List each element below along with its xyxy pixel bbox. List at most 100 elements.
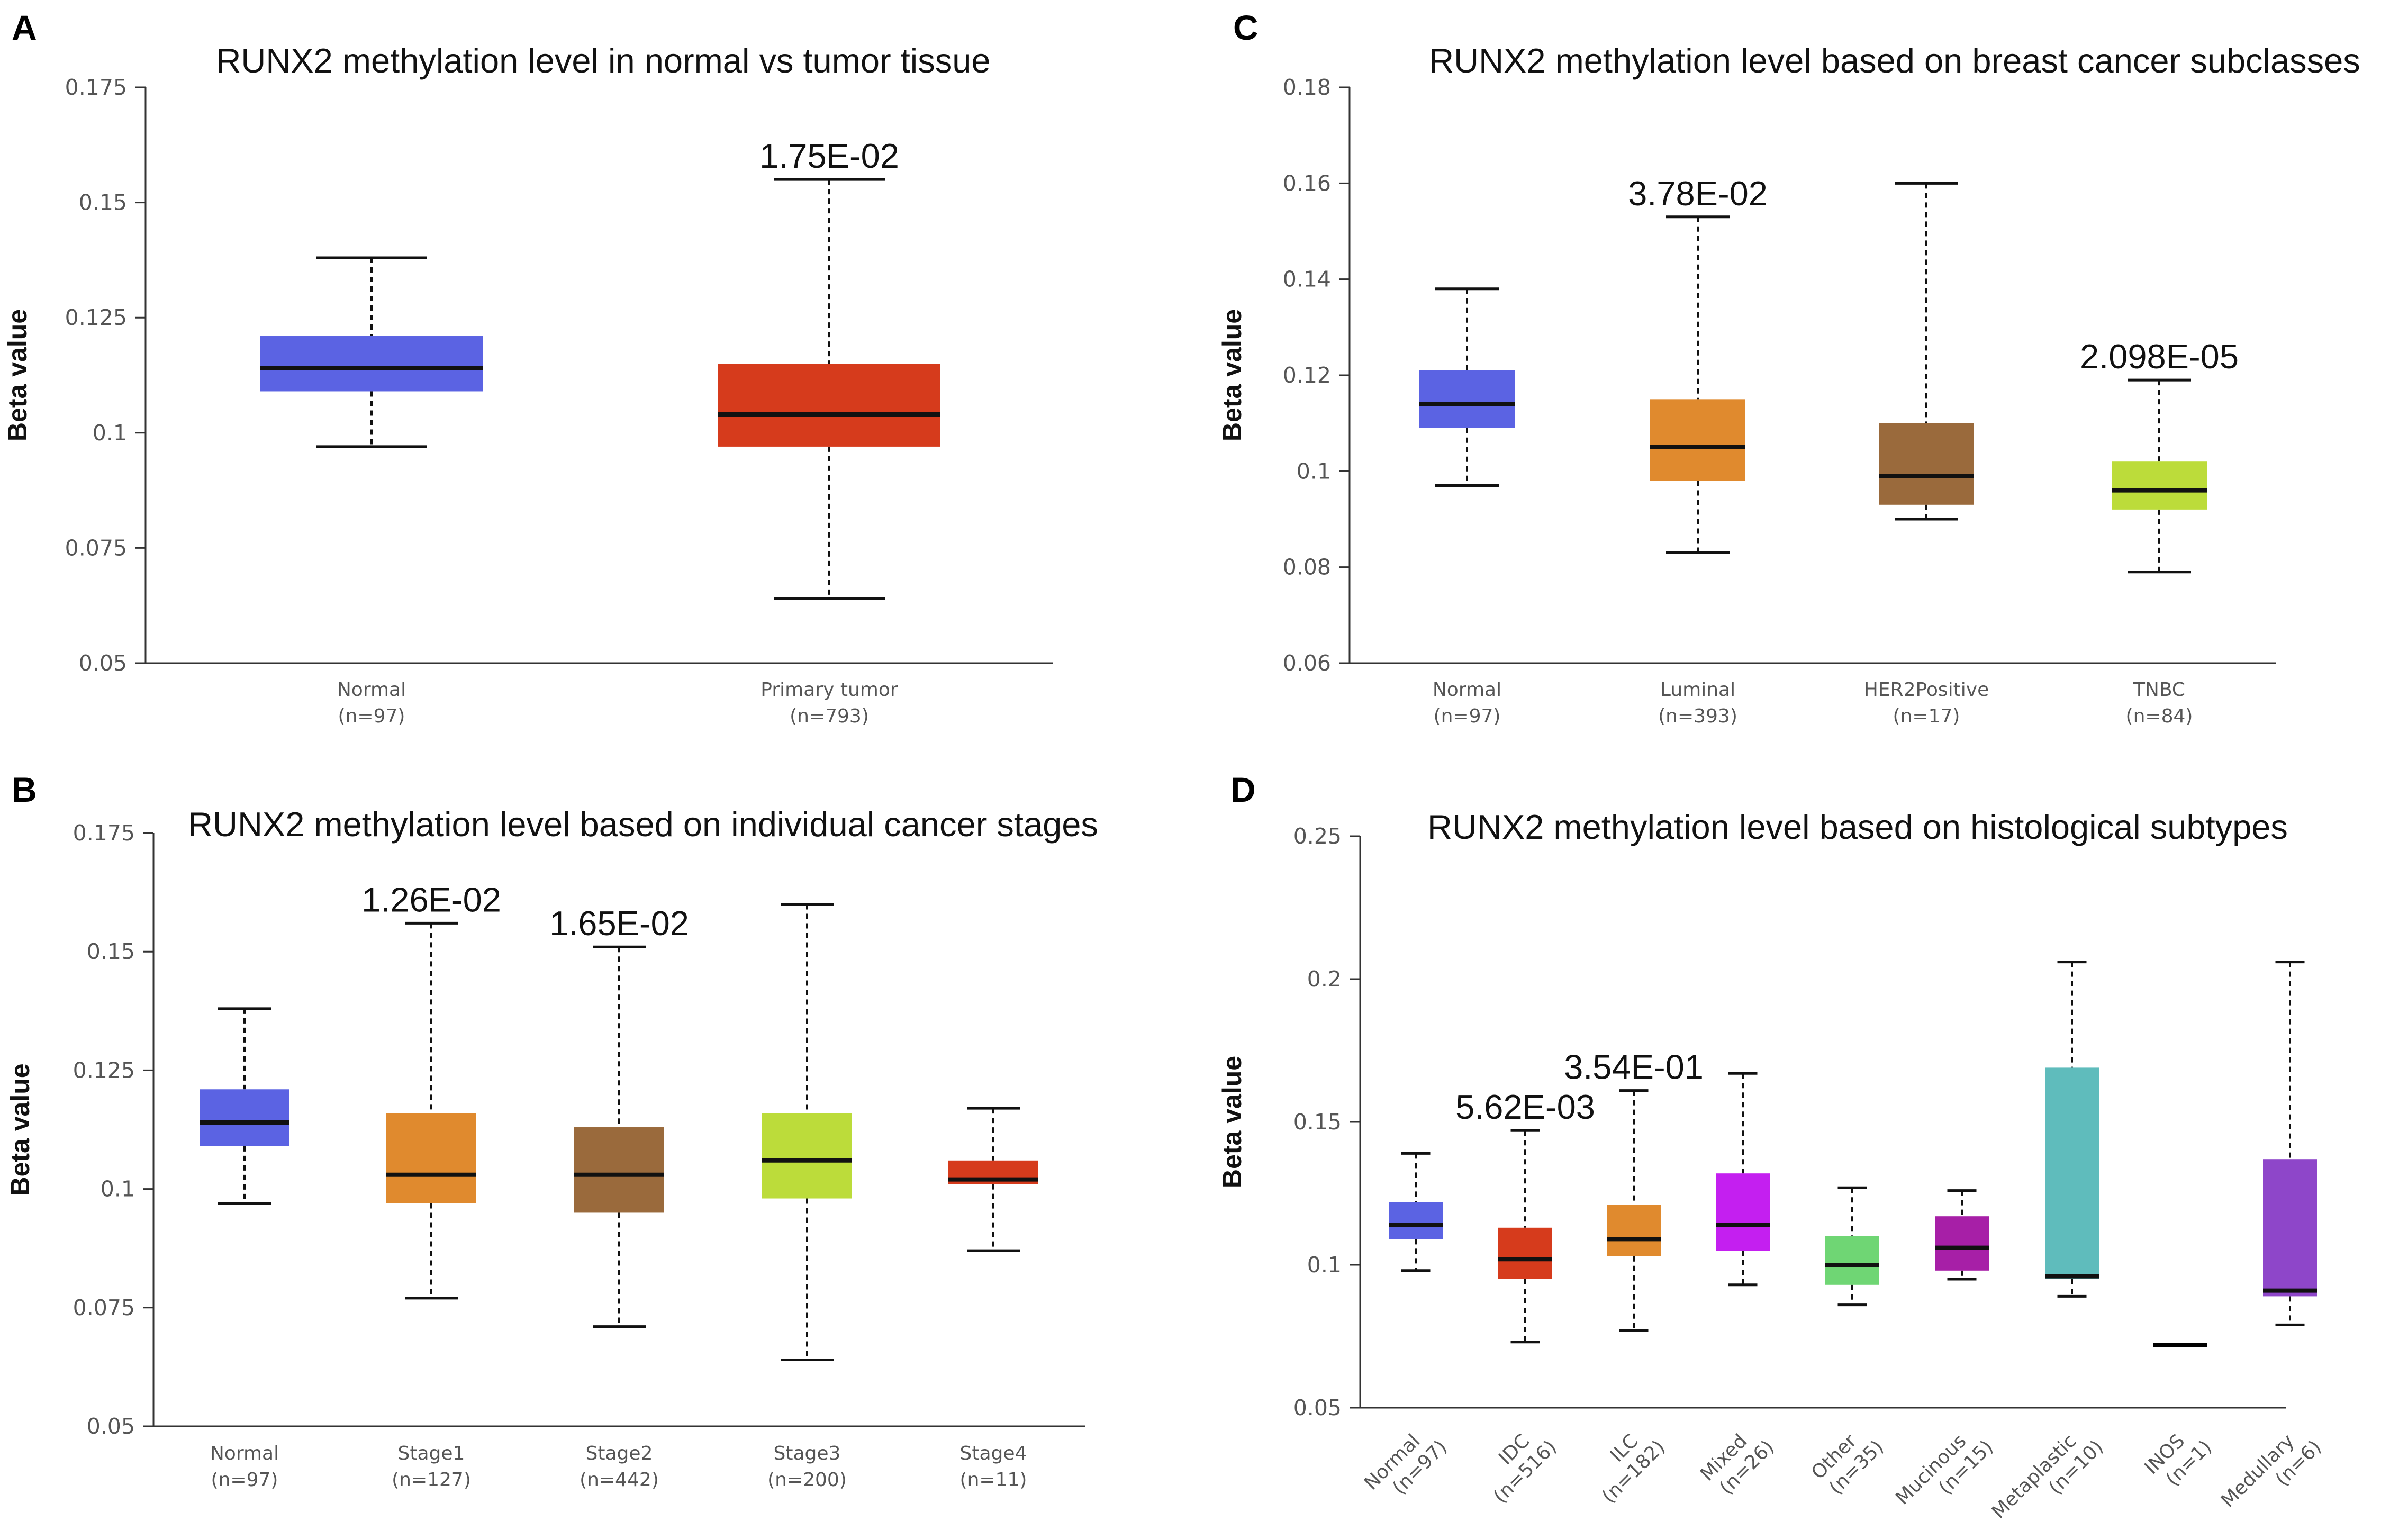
x-tick-count: (n=11) [960, 1469, 1027, 1491]
y-axis-label: Beta value [1217, 309, 1247, 441]
iqr-box [1650, 399, 1745, 481]
iqr-box [1419, 370, 1515, 428]
x-tick-label: TNBC [2133, 679, 2185, 701]
panel-b-svg: B RUNX2 methylation level based on indivi… [5, 770, 1098, 1491]
box-metaplastic [2045, 961, 2099, 1298]
x-tick-count: (n=442) [580, 1469, 659, 1491]
iqr-box [1389, 1202, 1443, 1239]
x-tick-label: Luminal [1660, 679, 1735, 701]
panel-c-chart: C RUNX2 methylation level based on breast… [1204, 0, 2408, 757]
iqr-box [386, 1113, 476, 1203]
p-value-label: 1.26E-02 [361, 880, 501, 919]
y-tick-label: 0.25 [1293, 823, 1342, 849]
p-value-label: 1.75E-02 [759, 137, 899, 175]
chart-title: RUNX2 methylation level in normal vs tum… [216, 41, 990, 80]
x-tick-group: IDC(n=516) [1489, 1430, 1561, 1507]
x-tick-label: Primary tumor [761, 679, 898, 701]
x-tick-label: HER2Positive [1864, 679, 1989, 701]
box-primary-tumor [718, 178, 940, 600]
y-tick-label: 0.125 [73, 1057, 135, 1083]
y-tick-label: 0.15 [87, 939, 135, 964]
x-tick-group: Other(n=35) [1807, 1430, 1888, 1499]
iqr-box [762, 1113, 852, 1199]
chart-title: RUNX2 methylation level based on breast … [1429, 41, 2360, 80]
box-medullary [2263, 961, 2317, 1326]
panel-letter: B [12, 770, 37, 809]
x-tick-count: (n=84) [2126, 705, 2193, 727]
panel-a-chart: A RUNX2 methylation level in normal vs tu… [0, 0, 1204, 757]
p-value-label: 3.78E-02 [1628, 174, 1768, 213]
panel-a-svg: A RUNX2 methylation level in normal vs tu… [3, 8, 1053, 727]
x-tick-group: Normal(n=97) [1360, 1430, 1451, 1499]
box-stage4 [948, 1107, 1038, 1252]
x-tick-label: Normal [210, 1443, 279, 1464]
y-tick-label: 0.15 [1293, 1109, 1342, 1135]
panel-b-chart: B RUNX2 methylation level based on indivi… [0, 757, 1204, 1530]
iqr-box [1607, 1205, 1661, 1256]
x-tick-group: ILC(n=182) [1598, 1430, 1669, 1507]
iqr-box [2263, 1159, 2317, 1297]
panel-letter: C [1233, 8, 1259, 47]
p-value-label: 3.54E-01 [1564, 1048, 1704, 1087]
p-value-label: 2.098E-05 [2080, 337, 2239, 376]
chart-title: RUNX2 methylation level based on histolo… [1427, 808, 2288, 846]
box-luminal [1650, 215, 1745, 554]
box-ilc [1607, 1089, 1661, 1332]
x-tick-count: (n=97) [211, 1469, 278, 1491]
iqr-box [1498, 1227, 1552, 1279]
iqr-box [1935, 1216, 1989, 1271]
x-tick-group: Mucinous(n=15) [1891, 1430, 1997, 1509]
box-mucinous [1935, 1189, 1989, 1281]
y-tick-label: 0.075 [65, 535, 127, 560]
x-tick-label: Stage3 [774, 1443, 841, 1464]
y-tick-label: 0.18 [1283, 75, 1331, 100]
x-tick-label: Stage4 [960, 1443, 1027, 1464]
y-tick-label: 0.05 [1293, 1395, 1342, 1420]
x-tick-label: Normal [1433, 679, 1501, 701]
box-normal [260, 256, 483, 448]
y-tick-label: 0.05 [79, 650, 127, 676]
box-normal [200, 1007, 289, 1205]
p-value-label: 5.62E-03 [1455, 1088, 1595, 1126]
chart-title: RUNX2 methylation level based on individ… [188, 805, 1098, 844]
panel-d-chart: D RUNX2 methylation level based on histol… [1204, 757, 2408, 1530]
box-stage1 [386, 921, 476, 1300]
iqr-box [2112, 461, 2207, 510]
box-her2positive [1879, 182, 1974, 521]
panel-letter: A [12, 8, 37, 47]
x-tick-count: (n=17) [1893, 705, 1960, 727]
panel-c-svg: C RUNX2 methylation level based on breast… [1217, 8, 2360, 727]
box-stage3 [762, 903, 852, 1361]
x-tick-group: Medullary(n=6) [2217, 1430, 2325, 1511]
x-tick-count: (n=200) [767, 1469, 847, 1491]
x-tick-label: Stage2 [586, 1443, 653, 1464]
x-tick-count: (n=793) [790, 705, 869, 727]
y-tick-label: 0.175 [65, 75, 127, 100]
box-mixed [1716, 1072, 1770, 1287]
y-tick-label: 0.06 [1283, 650, 1331, 676]
y-axis-label: Beta value [3, 309, 32, 441]
iqr-box [2045, 1067, 2099, 1279]
box-normal [1389, 1152, 1443, 1272]
x-tick-group: Metaplastic(n=10) [1988, 1430, 2107, 1523]
y-tick-label: 0.14 [1283, 267, 1331, 292]
y-tick-label: 0.1 [1297, 458, 1331, 484]
iqr-box [260, 336, 483, 392]
x-tick-label: Stage1 [398, 1443, 465, 1464]
y-tick-label: 0.1 [101, 1176, 135, 1202]
x-tick-count: (n=97) [338, 705, 405, 727]
x-tick-count: (n=393) [1658, 705, 1737, 727]
x-tick-group: Mixed(n=26) [1696, 1430, 1778, 1499]
y-tick-label: 0.125 [65, 305, 127, 330]
panel-letter: D [1230, 770, 1256, 809]
y-tick-label: 0.12 [1283, 363, 1331, 388]
x-tick-count: (n=127) [392, 1469, 471, 1491]
y-tick-label: 0.1 [1307, 1252, 1342, 1278]
y-tick-label: 0.075 [73, 1295, 135, 1320]
y-axis-label: Beta value [1217, 1056, 1247, 1188]
iqr-box [718, 364, 940, 447]
y-tick-label: 0.1 [93, 420, 127, 446]
box-stage2 [574, 945, 664, 1328]
panel-d-svg: D RUNX2 methylation level based on histol… [1217, 770, 2325, 1523]
y-tick-label: 0.16 [1283, 170, 1331, 196]
